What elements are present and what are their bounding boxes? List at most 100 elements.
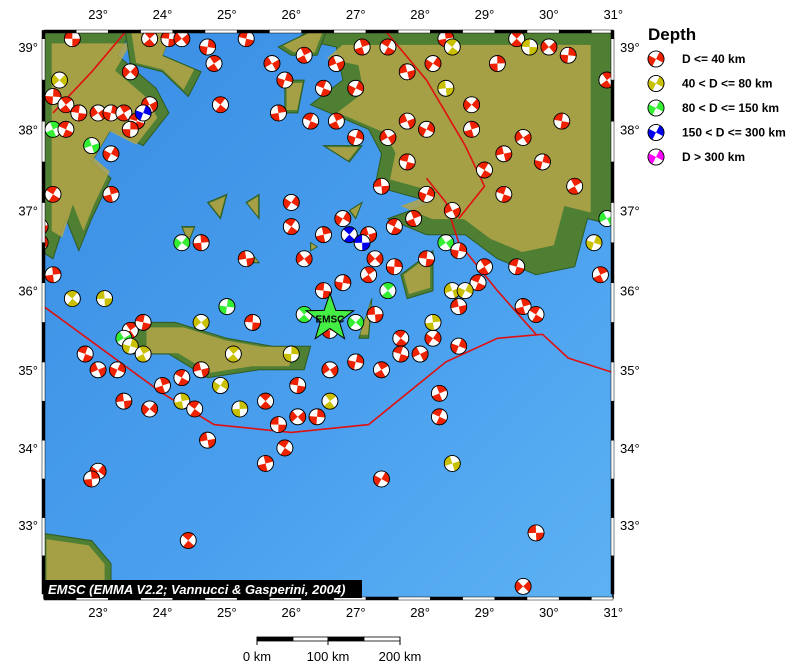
earthquake-beachball[interactable] <box>44 185 62 203</box>
earthquake-beachball[interactable] <box>392 345 410 363</box>
earthquake-beachball[interactable] <box>205 55 223 72</box>
earthquake-beachball[interactable] <box>385 218 403 236</box>
earthquake-beachball[interactable] <box>327 112 345 130</box>
earthquake-beachball[interactable] <box>70 104 88 122</box>
earthquake-beachball[interactable] <box>379 129 397 146</box>
earthquake-beachball[interactable] <box>244 314 262 331</box>
earthquake-beachball[interactable] <box>347 314 365 331</box>
earthquake-beachball[interactable] <box>308 408 326 426</box>
earthquake-beachball[interactable] <box>559 46 577 64</box>
earthquake-beachball[interactable] <box>353 234 371 252</box>
earthquake-beachball[interactable] <box>508 31 526 48</box>
star-icon[interactable] <box>304 291 356 340</box>
earthquake-beachball[interactable] <box>540 38 558 56</box>
earthquake-beachball[interactable] <box>514 298 532 315</box>
earthquake-beachball[interactable] <box>315 79 332 97</box>
earthquake-beachball[interactable] <box>334 210 352 227</box>
earthquake-beachball[interactable] <box>276 439 294 457</box>
earthquake-beachball[interactable] <box>76 345 94 363</box>
earthquake-beachball[interactable] <box>450 242 468 260</box>
earthquake-beachball[interactable] <box>347 353 365 371</box>
earthquake-beachball[interactable] <box>366 250 384 268</box>
earthquake-beachball[interactable] <box>199 431 216 449</box>
earthquake-beachball[interactable] <box>154 377 171 394</box>
earthquake-beachball[interactable] <box>115 104 133 122</box>
earthquake-beachball[interactable] <box>340 226 358 244</box>
earthquake-beachball[interactable] <box>488 55 506 72</box>
earthquake-beachball[interactable] <box>186 400 204 418</box>
earthquake-beachball[interactable] <box>347 129 365 146</box>
earthquake-beachball[interactable] <box>179 532 197 549</box>
earthquake-beachball[interactable] <box>514 577 532 595</box>
earthquake-beachball[interactable] <box>450 337 468 355</box>
earthquake-beachball[interactable] <box>32 235 49 251</box>
earthquake-beachball[interactable] <box>57 96 75 114</box>
earthquake-beachball[interactable] <box>347 79 365 97</box>
earthquake-beachball[interactable] <box>231 400 249 418</box>
earthquake-beachball[interactable] <box>134 104 152 122</box>
earthquake-beachball[interactable] <box>315 282 332 300</box>
earthquake-beachball[interactable] <box>199 38 216 56</box>
earthquake-beachball[interactable] <box>527 524 545 542</box>
earthquake-beachball[interactable] <box>121 63 139 81</box>
earthquake-beachball[interactable] <box>173 369 191 387</box>
earthquake-beachball[interactable] <box>373 177 390 195</box>
earthquake-beachball[interactable] <box>443 38 461 56</box>
earthquake-beachball[interactable] <box>83 470 101 488</box>
earthquake-beachball[interactable] <box>379 38 397 56</box>
emsc-marker[interactable]: EMSC <box>304 291 356 340</box>
earthquake-beachball[interactable] <box>598 71 615 89</box>
earthquake-beachball[interactable] <box>398 63 416 81</box>
earthquake-beachball[interactable] <box>102 145 120 163</box>
earthquake-beachball[interactable] <box>63 290 81 308</box>
earthquake-beachball[interactable] <box>289 408 307 426</box>
earthquake-beachball[interactable] <box>282 218 300 236</box>
earthquake-beachball[interactable] <box>102 104 120 122</box>
earthquake-beachball[interactable] <box>431 384 448 402</box>
earthquake-beachball[interactable] <box>51 71 68 89</box>
earthquake-beachball[interactable] <box>257 392 274 410</box>
earthquake-beachball[interactable] <box>353 38 371 56</box>
earthquake-beachball[interactable] <box>327 55 345 72</box>
earthquake-beachball[interactable] <box>102 185 120 203</box>
earthquake-beachball[interactable] <box>173 234 191 252</box>
earthquake-beachball[interactable] <box>373 470 390 488</box>
earthquake-beachball[interactable] <box>270 416 287 434</box>
earthquake-beachball[interactable] <box>160 31 178 48</box>
earthquake-beachball[interactable] <box>463 96 481 114</box>
earthquake-beachball[interactable] <box>134 314 152 331</box>
earthquake-beachball[interactable] <box>302 112 320 130</box>
earthquake-beachball[interactable] <box>115 392 133 410</box>
earthquake-beachball[interactable] <box>476 258 493 276</box>
earthquake-beachball[interactable] <box>463 120 481 138</box>
earthquake-beachball[interactable] <box>385 258 403 276</box>
earthquake-beachball[interactable] <box>192 361 210 379</box>
earthquake-beachball[interactable] <box>521 38 538 56</box>
earthquake-beachball[interactable] <box>237 31 255 48</box>
earthquake-beachball[interactable] <box>443 202 461 219</box>
earthquake-beachball[interactable] <box>109 361 126 379</box>
earthquake-beachball[interactable] <box>592 266 609 284</box>
earthquake-beachball[interactable] <box>276 71 294 89</box>
earthquake-beachball[interactable] <box>424 314 442 331</box>
earthquake-beachball[interactable] <box>443 282 461 300</box>
earthquake-beachball[interactable] <box>418 250 435 268</box>
earthquake-beachball[interactable] <box>192 314 210 331</box>
earthquake-beachball[interactable] <box>83 137 101 155</box>
earthquake-beachball[interactable] <box>392 329 410 347</box>
earthquake-beachball[interactable] <box>469 274 487 292</box>
earthquake-beachball[interactable] <box>289 377 307 394</box>
earthquake-beachball[interactable] <box>237 250 255 268</box>
earthquake-beachball[interactable] <box>121 120 139 138</box>
earthquake-beachball[interactable] <box>295 250 313 268</box>
earthquake-beachball[interactable] <box>431 408 448 426</box>
earthquake-beachball[interactable] <box>321 361 339 379</box>
earthquake-beachball[interactable] <box>585 234 603 252</box>
earthquake-beachball[interactable] <box>44 266 62 284</box>
earthquake-beachball[interactable] <box>553 112 571 130</box>
earthquake-beachball[interactable] <box>495 185 513 203</box>
earthquake-beachball[interactable] <box>418 185 435 203</box>
earthquake-beachball[interactable] <box>495 145 513 163</box>
earthquake-beachball[interactable] <box>443 455 461 472</box>
earthquake-beachball[interactable] <box>456 282 474 300</box>
